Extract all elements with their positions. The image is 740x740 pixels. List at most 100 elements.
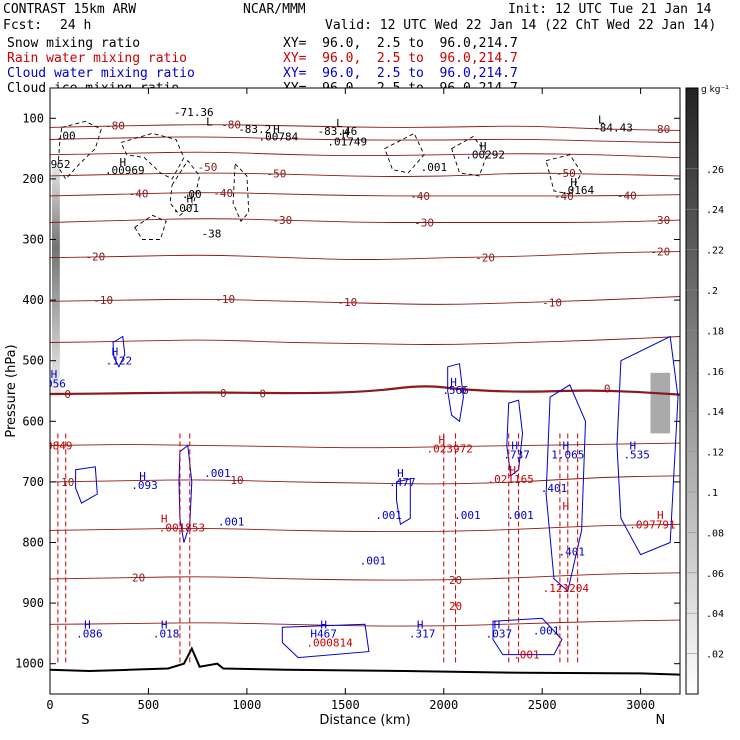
snow-contour — [545, 154, 583, 195]
extremum-label: H — [480, 140, 487, 153]
isotherm-label: -40 — [129, 187, 149, 200]
x-tick-label: 0 — [46, 698, 53, 712]
isotherm-label: -80 — [650, 123, 670, 136]
extremum-label: L — [206, 115, 213, 128]
isotherm-label: -10 — [542, 297, 562, 310]
y-tick-label: 400 — [22, 293, 44, 307]
snow-shading-band — [51, 166, 60, 398]
isotherm-label: -30 — [650, 214, 670, 227]
snow-contour — [384, 132, 425, 174]
isotherm-label: -40 — [617, 189, 637, 202]
extremum-label: .001853 — [159, 521, 205, 534]
y-tick-label: 900 — [22, 596, 44, 610]
cloudwater-contour — [396, 478, 411, 526]
isotherm-label: 10 — [61, 476, 74, 489]
colorbar-tick-label: .18 — [706, 326, 724, 337]
isotherm--30 — [50, 218, 680, 223]
isotherm-25 — [50, 619, 680, 627]
isotherm-label: -40 — [554, 190, 574, 203]
extremum-label: .001 — [173, 202, 200, 215]
extremum-label: .093 — [131, 479, 158, 492]
isotherm-label: -50 — [556, 167, 576, 180]
isotherm-label: -80 — [105, 120, 125, 133]
extremum-label: .122 — [106, 355, 133, 368]
isotherm-label: -10 — [93, 294, 113, 307]
extremum-label: H — [139, 470, 146, 483]
extremum-label: H — [342, 127, 349, 140]
extremum-label: .566 — [442, 384, 469, 397]
extremum-label: H — [51, 368, 58, 381]
colorbar-tick-label: .14 — [706, 407, 724, 418]
extremum-label: .0849 — [39, 440, 72, 453]
terrain-line — [50, 646, 680, 676]
field-rain-name: Rain water mixing ratio — [7, 51, 188, 66]
y-tick-label: 1000 — [15, 657, 44, 671]
extremum-label: .401 — [558, 546, 585, 559]
isotherm-label: -10 — [337, 296, 357, 309]
cloudwater-shading — [650, 372, 671, 434]
snow-contour — [57, 120, 102, 180]
extremum-label: .00 — [182, 188, 202, 201]
isotherm--80 — [50, 124, 680, 131]
x-tick-label: 3000 — [626, 698, 655, 712]
isotherm--50 — [50, 172, 680, 177]
extremum-label: -38 — [202, 227, 222, 240]
snow-contour — [120, 132, 185, 180]
cloudwater-contour — [178, 444, 193, 543]
isotherm--10 — [50, 296, 680, 305]
x-tick-label: 1000 — [232, 698, 261, 712]
isotherm-label: -40 — [213, 187, 233, 200]
extremum-label: .001 — [454, 509, 481, 522]
y-tick-label: 700 — [22, 475, 44, 489]
extremum-label: .097791 — [629, 518, 675, 531]
valid-time: Valid: 12 UTC Wed 22 Jan 14 (22 ChT Wed … — [325, 18, 717, 33]
extremum-label: H — [112, 346, 119, 359]
y-tick-label: 600 — [22, 414, 44, 428]
extremum-label: .01749 — [327, 135, 367, 148]
isotherm--5 — [50, 336, 680, 345]
extremum-label: .317 — [409, 627, 436, 640]
colorbar-tick-label: .08 — [706, 528, 724, 539]
isotherm-label: 0 — [220, 387, 227, 400]
isotherm-label: -80 — [221, 118, 241, 131]
extremum-label: .000814 — [306, 636, 353, 649]
extremum-label: .00 — [56, 129, 76, 142]
extremum-label: .001 — [360, 555, 387, 568]
extremum-label: H — [397, 467, 404, 480]
extremum-label: L — [598, 114, 605, 127]
extremum-label: .0952 — [37, 158, 70, 171]
isotherm-label: -10 — [215, 293, 235, 306]
extremum-label: H — [273, 123, 280, 136]
colorbar-tick-label: .26 — [706, 165, 724, 176]
y-axis-title: Pressure (hPa) — [4, 344, 19, 437]
y-tick-label: 800 — [22, 536, 44, 550]
cloudwater-contour — [492, 617, 563, 656]
extremum-label: -84.43 — [593, 121, 633, 134]
x-axis-title: Distance (km) — [319, 713, 410, 728]
colorbar-tick-label: .06 — [706, 569, 724, 580]
isotherm-15 — [50, 523, 680, 533]
isotherm-label: 0 — [460, 384, 467, 397]
extremum-label: .001 — [421, 161, 448, 174]
extremum-label: .535 — [623, 449, 650, 462]
field-snow-xy: XY= 96.0, 2.5 to 96.0,214.7 — [283, 36, 518, 51]
field-rain-xy: XY= 96.0, 2.5 to 96.0,214.7 — [283, 51, 518, 66]
isotherm-label: -20 — [475, 252, 495, 265]
extremum-label: H — [509, 464, 516, 477]
isotherm-label: 0 — [604, 383, 611, 396]
x-tick-label: 2000 — [429, 698, 458, 712]
field-snow-name: Snow mixing ratio — [7, 36, 141, 51]
forecast-hours: 24 h — [60, 18, 92, 33]
colorbar-tick-label: .16 — [706, 367, 724, 378]
cloudwater-contour — [281, 623, 370, 659]
isotherm-label: 20 — [449, 574, 462, 587]
isotherm-label: -30 — [272, 214, 292, 227]
colorbar-tick-label: .1 — [706, 488, 718, 499]
extremum-label: H — [563, 500, 570, 513]
y-tick-label: 500 — [22, 354, 44, 368]
snow-contour — [451, 135, 488, 177]
colorbar — [685, 87, 699, 695]
cloudwater-contour — [616, 335, 679, 556]
snow-contour — [232, 162, 250, 223]
